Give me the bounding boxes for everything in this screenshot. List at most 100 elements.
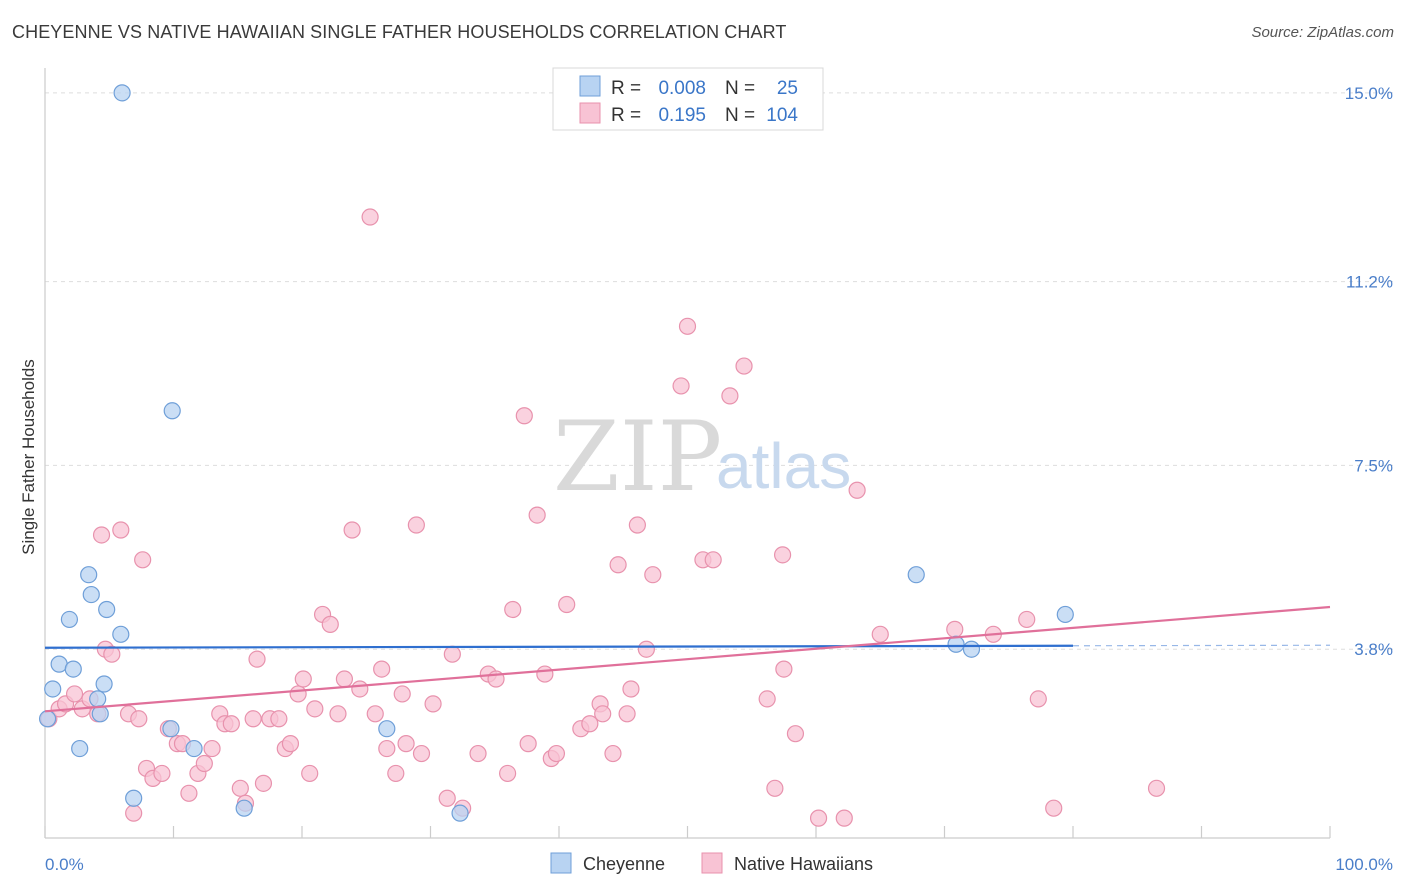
hawaiian-point <box>335 670 354 688</box>
y-axis-label: Single Father Households <box>19 359 38 555</box>
hawaiian-point <box>412 744 431 763</box>
watermark-atlas: atlas <box>716 430 851 502</box>
hawaiian-point <box>329 705 347 723</box>
hawaiian-point <box>672 377 690 395</box>
hawaiian-point <box>244 710 262 728</box>
legend-r-value-hawaiian: 0.195 <box>658 105 706 126</box>
hawaiian-point <box>397 735 415 753</box>
hawaiian-point <box>809 809 828 827</box>
hawaiian-point <box>424 695 442 713</box>
trend-lines <box>44 605 1331 713</box>
hawaiian-point <box>393 685 411 703</box>
legend-r-value-cheyenne: 0.008 <box>658 78 706 99</box>
legend-n-label-hawaiian: N = <box>725 105 755 126</box>
y-tick-label: 7.5% <box>1354 456 1393 475</box>
legend-r-label-hawaiian: R = <box>611 105 641 126</box>
hawaiian-point <box>604 744 622 763</box>
hawaiian-point <box>361 208 379 226</box>
hawaiian-point <box>835 809 853 827</box>
cheyenne-point <box>89 690 107 708</box>
hawaiian-point <box>536 665 554 683</box>
hawaiian-point <box>103 645 121 663</box>
watermark-zip: ZIP <box>553 401 722 513</box>
hawaiian-point <box>180 784 198 802</box>
hawaiian-point <box>528 506 546 524</box>
hawaiian-point <box>306 700 324 718</box>
hawaiian-point <box>622 680 640 698</box>
legend-n-label-cheyenne: N = <box>725 78 755 99</box>
series-native-hawaiians <box>40 208 1166 827</box>
hawaiian-point <box>289 685 307 703</box>
hawaiian-point <box>721 387 739 405</box>
hawaiian-point <box>848 481 866 499</box>
hawaiian-point <box>351 680 369 698</box>
series-cheyenne <box>38 84 1074 822</box>
hawaiian-point <box>301 764 319 783</box>
hawaiian-point <box>609 556 627 574</box>
cheyenne-point <box>185 739 203 758</box>
bottom-legend-label-cheyenne: Cheyenne <box>583 854 665 874</box>
cheyenne-trend-line <box>44 644 1074 649</box>
hawaiian-point <box>628 516 646 534</box>
hawaiian-point <box>387 764 405 783</box>
cheyenne-point <box>44 680 62 698</box>
cheyenne-point <box>64 660 82 678</box>
hawaiian-point <box>469 744 487 763</box>
hawaiian-point <box>1018 610 1036 629</box>
hawaiian-point <box>1147 779 1166 797</box>
cheyenne-point <box>451 804 469 822</box>
hawaiian-point <box>704 551 722 569</box>
bottom-legend-label-hawaiian: Native Hawaiians <box>734 854 873 874</box>
hawaiian-point <box>321 615 339 633</box>
x-tick-label-min: 0.0% <box>45 855 84 874</box>
hawaiian-point <box>515 407 533 425</box>
legend-n-value-cheyenne: 25 <box>777 78 798 99</box>
watermark: ZIP atlas <box>553 401 851 513</box>
hawaiian-point <box>758 690 776 708</box>
hawaiian-point <box>112 521 130 539</box>
hawaiian-point <box>343 521 361 539</box>
x-ticks <box>44 826 1331 838</box>
hawaiian-point <box>786 725 805 743</box>
hawaiian-point <box>678 317 697 335</box>
hawaiian-point <box>618 705 636 723</box>
y-tick-label: 11.2% <box>1346 273 1393 292</box>
hawaiian-point <box>65 685 84 703</box>
hawaiian-point <box>281 735 300 753</box>
hawaiian-point <box>248 650 266 668</box>
cheyenne-point <box>962 640 981 658</box>
hawaiian-point <box>519 735 537 753</box>
hawaiian-point <box>134 551 152 569</box>
hawaiian-point <box>195 754 213 773</box>
hawaiian-point <box>366 705 384 723</box>
hawaiian-point <box>1029 690 1047 708</box>
y-tick-label: 3.8% <box>1354 640 1393 659</box>
hawaiian-point <box>775 660 793 678</box>
cheyenne-point <box>1056 605 1074 624</box>
hawaiian-point <box>231 779 249 797</box>
hawaiian-point <box>92 526 111 544</box>
cheyenne-point <box>82 585 100 604</box>
cheyenne-point <box>235 799 253 817</box>
series-legend: Cheyenne Native Hawaiians <box>550 852 873 874</box>
source-label: Source: ZipAtlas.com <box>1251 24 1394 41</box>
cheyenne-point <box>162 720 180 738</box>
hawaiian-point <box>871 625 889 643</box>
hawaiian-point <box>735 357 753 375</box>
cheyenne-point <box>163 402 181 420</box>
legend-n-value-hawaiian: 104 <box>766 105 798 126</box>
cheyenne-point <box>60 610 79 629</box>
hawaiian-point <box>558 595 576 614</box>
hawaiian-point <box>1045 799 1063 817</box>
cheyenne-point <box>38 710 57 728</box>
stats-legend: R = 0.008 N = 25 R = 0.195 N = 104 <box>552 67 824 131</box>
hawaiian-point <box>547 744 566 763</box>
hawaiian-point <box>373 660 391 678</box>
cheyenne-point <box>112 625 130 643</box>
hawaiian-point <box>294 670 312 688</box>
bottom-legend-swatch-hawaiian <box>701 852 723 874</box>
hawaiian-point <box>270 710 288 728</box>
cheyenne-point <box>71 739 89 758</box>
cheyenne-point <box>113 84 131 102</box>
